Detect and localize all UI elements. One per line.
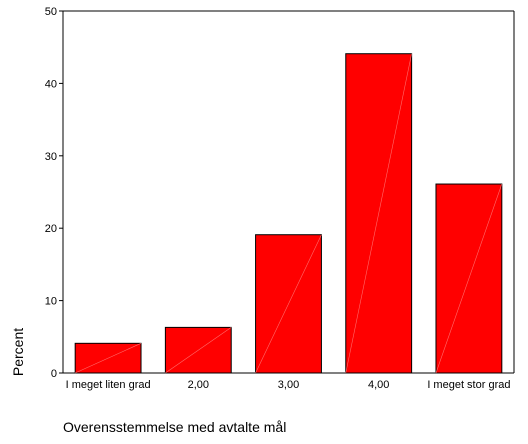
x-tick-label: 3,00 — [278, 379, 299, 391]
bar-shading-line — [165, 327, 232, 374]
bar-shading-line — [435, 183, 503, 374]
y-tick-label: 30 — [45, 151, 57, 163]
y-tick-label: 20 — [45, 223, 57, 235]
x-tick-label: I meget stor grad — [427, 379, 510, 391]
bar-shading-line — [255, 234, 322, 374]
x-axis: I meget liten grad 2,00 3,00 4,00 I meget st… — [66, 379, 511, 391]
y-axis-title: Percent — [10, 328, 26, 376]
bar-shading-line — [75, 343, 142, 374]
y-axis: 0 10 20 30 40 50 — [45, 6, 63, 380]
bar-shading-line — [345, 53, 412, 374]
y-tick-label: 0 — [51, 368, 57, 380]
x-axis-title: Overensstemmelse med avtalte mål — [63, 419, 286, 435]
bars-layer — [74, 53, 503, 374]
x-tick-label: 4,00 — [368, 379, 389, 391]
x-tick-label: I meget liten grad — [66, 379, 151, 391]
y-tick-label: 10 — [45, 296, 57, 308]
x-tick-label: 2,00 — [188, 379, 209, 391]
y-tick-label: 40 — [45, 78, 57, 90]
y-tick-label: 50 — [45, 6, 57, 18]
